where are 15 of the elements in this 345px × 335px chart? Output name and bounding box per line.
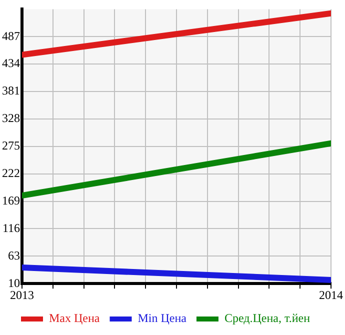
y-tick-label: 487 [2,28,20,43]
y-tick-label: 381 [2,84,20,98]
legend-label: Min Цена [138,311,188,326]
y-tick-label: 222 [2,166,20,180]
y-tick-label: 10 [8,276,20,290]
y-tick-label: 434 [2,56,20,70]
y-tick-label: 116 [2,220,20,235]
x-tick-label: 2013 [10,288,34,302]
legend-label: Max Цена [48,311,100,326]
y-tick-label: 63 [8,248,20,262]
y-tick-label: 328 [2,111,20,126]
y-tick-label: 275 [2,138,20,153]
legend-label: Сред.Цена, т.йен [224,311,311,326]
y-tick-label: 169 [2,193,20,208]
x-tick-label: 2014 [319,288,343,302]
